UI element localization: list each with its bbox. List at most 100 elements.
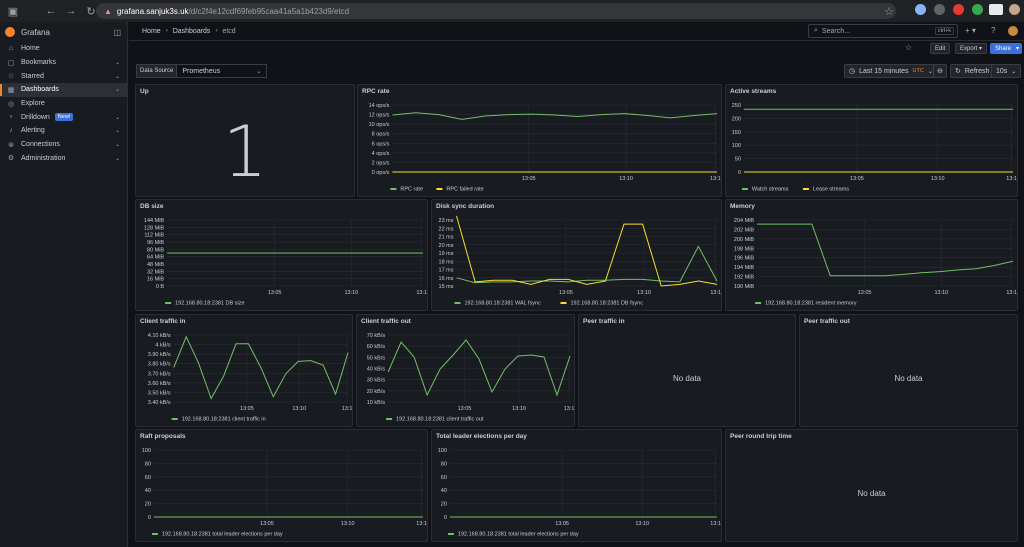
x-tick-label: 13:05 xyxy=(559,290,573,296)
x-tick-label: 13:1 xyxy=(710,290,721,296)
y-tick-label: 10 kB/s xyxy=(367,400,386,406)
sidebar-item-alerting[interactable]: ♪ Alerting ⌄ xyxy=(0,124,127,138)
vpn-icon[interactable] xyxy=(989,4,1003,15)
chevron-down-icon[interactable]: ⌄ xyxy=(114,60,120,67)
y-tick-label: 22 ms xyxy=(439,226,454,232)
dock-menu-icon[interactable]: ◫ xyxy=(113,27,121,37)
forward-arrow-icon[interactable]: → xyxy=(65,5,77,17)
chevron-down-icon[interactable]: ⌄ xyxy=(114,73,120,80)
search-input[interactable]: ⌕ Search... ctrl+k xyxy=(808,24,958,38)
y-tick-label: 60 xyxy=(145,475,151,481)
refresh-interval-select[interactable]: 10s ⌄ xyxy=(991,64,1022,78)
sidebar-item-home[interactable]: ⌂ Home xyxy=(0,42,127,56)
chevron-down-icon[interactable]: ⌄ xyxy=(114,87,120,94)
dashboard-toolbar: ☆ Edit Export ▾ Share ▾ xyxy=(129,41,1024,57)
legend-swatch xyxy=(165,302,172,304)
star-icon[interactable]: ☆ xyxy=(905,43,913,52)
breadcrumb-dashboards[interactable]: Dashboards xyxy=(172,27,211,35)
sidebar-item-connections[interactable]: ⊛ Connections ⌄ xyxy=(0,138,127,152)
sidebar-item-label: Drilldown xyxy=(21,113,50,121)
y-tick-label: 50 kB/s xyxy=(367,355,386,361)
panel-peer-in[interactable]: Peer traffic in No data xyxy=(578,314,796,427)
series-line xyxy=(456,215,718,287)
plus-icon[interactable]: + ▾ xyxy=(965,26,976,35)
profile-avatar[interactable] xyxy=(1009,4,1020,15)
x-tick-label: 13:05 xyxy=(555,521,569,527)
bookmark-star-icon[interactable]: ☆ xyxy=(884,5,894,18)
panel-client-out[interactable]: Client traffic out 70 kB/s 60 kB/s 50 kB/s… xyxy=(356,314,575,427)
panel-active-streams[interactable]: Active streams 250 200 150 100 50 0 13:05 13:10… xyxy=(725,84,1018,197)
edit-button[interactable]: Edit xyxy=(930,43,951,54)
datasource-select[interactable]: Prometheus ⌄ xyxy=(177,64,268,78)
y-tick-label: 112 MiB xyxy=(144,233,164,239)
panel-peer-rtt[interactable]: Peer round trip time No data xyxy=(725,429,1018,542)
refresh-button[interactable]: ↻ Refresh xyxy=(950,64,995,78)
y-tick-label: 0 xyxy=(738,170,741,176)
no-data-label: No data xyxy=(672,374,702,383)
sidebar-item-explore[interactable]: ◎ Explore xyxy=(0,97,127,111)
panel-title: Up xyxy=(140,88,149,95)
legend-label: Lease streams xyxy=(813,187,849,193)
y-tick-label: 12 ops/s xyxy=(369,113,390,119)
x-tick-label: 13:1 xyxy=(564,406,575,412)
search-icon: ⌕ xyxy=(814,27,818,34)
chevron-down-icon[interactable]: ⌄ xyxy=(114,114,120,121)
x-tick-label: 13:10 xyxy=(934,290,948,296)
not-secure-icon: ▲ xyxy=(104,6,112,16)
panel-toggle-icon[interactable]: ▣ xyxy=(7,5,19,18)
address-bar[interactable]: ▲ grafana.sanjuk3s.uk/d/c2f4e12cdf69feb9… xyxy=(96,3,896,19)
extension-icon[interactable] xyxy=(953,4,964,15)
sidebar-item-starred[interactable]: ☆ Starred ⌄ xyxy=(0,69,127,83)
time-range-picker[interactable]: ◷ Last 15 minutes UTC ⌄ xyxy=(844,64,938,78)
x-tick-label: 13:10 xyxy=(341,521,355,527)
y-tick-label: 20 kB/s xyxy=(367,389,386,395)
help-icon[interactable]: ? xyxy=(991,26,996,35)
sidebar-item-label: Home xyxy=(21,45,40,53)
y-tick-label: 0 xyxy=(444,515,447,521)
panel-client-in[interactable]: Client traffic in 4.10 kB/s 4 kB/s 3.90 kB… xyxy=(135,314,353,427)
sidebar-item-administration[interactable]: ⚙ Administration ⌄ xyxy=(0,152,127,166)
x-tick-label: 13:1 xyxy=(710,176,721,182)
breadcrumb-home[interactable]: Home xyxy=(142,27,161,35)
extension-icon[interactable] xyxy=(972,4,983,15)
export-button[interactable]: Export ▾ xyxy=(955,43,988,54)
breadcrumb-current: etcd xyxy=(222,27,236,35)
y-tick-label: 8 ops/s xyxy=(372,132,390,138)
panel-title: Peer traffic in xyxy=(583,318,625,325)
panel-rpc-rate[interactable]: RPC rate 14 ops/s 12 ops/s 10 ops/s 8 ops/s… xyxy=(357,84,722,197)
extension-icon[interactable] xyxy=(934,4,945,15)
breadcrumb-chevron-icon: › xyxy=(165,28,168,34)
panel-db-size[interactable]: DB size 144 MiB 128 MiB 112 MiB 96 MiB 80 Mi… xyxy=(135,199,428,311)
y-tick-label: 60 xyxy=(441,475,447,481)
series-line xyxy=(173,335,349,400)
panel-leader-elections[interactable]: Total leader elections per day 100 80 60 40… xyxy=(431,429,722,542)
y-tick-label: 200 xyxy=(732,116,741,122)
chevron-down-icon[interactable]: ⌄ xyxy=(114,142,120,149)
panel-memory[interactable]: Memory 204 MiB 202 MiB 200 MiB 198 MiB 196 M… xyxy=(725,199,1018,311)
user-avatar[interactable] xyxy=(1008,26,1018,36)
legend-swatch xyxy=(755,302,762,304)
y-tick-label: 150 xyxy=(732,130,741,136)
y-tick-label: 3.40 kB/s xyxy=(148,400,171,406)
chevron-down-icon[interactable]: ⌄ xyxy=(114,128,120,135)
y-tick-label: 0 ops/s xyxy=(372,170,390,176)
legend-swatch xyxy=(447,533,454,535)
extension-icon[interactable] xyxy=(915,4,926,15)
panel-title: Total leader elections per day xyxy=(436,433,527,440)
sidebar-item-drilldown[interactable]: ♆ Drilldown New! ⌄ xyxy=(0,110,127,124)
y-tick-label: 6 ops/s xyxy=(372,141,390,147)
y-tick-label: 250 xyxy=(732,103,741,109)
panel-raft-proposals[interactable]: Raft proposals 100 80 60 40 20 0 13:05 13:10 13:… xyxy=(135,429,428,542)
panel-up[interactable]: Up 1 xyxy=(135,84,355,197)
panel-peer-out[interactable]: Peer traffic out No data xyxy=(799,314,1018,427)
x-tick-label: 13:1 xyxy=(1006,176,1017,182)
chevron-down-icon[interactable]: ⌄ xyxy=(114,155,120,162)
panel-disk-sync[interactable]: Disk sync duration 23 ms 22 ms 21 ms 20 ms 1… xyxy=(431,199,722,311)
sidebar-item-bookmarks[interactable]: ▢ Bookmarks ⌄ xyxy=(0,56,127,70)
back-arrow-icon[interactable]: ← xyxy=(45,5,57,17)
sidebar-item-dashboards[interactable]: ▦ Dashboards ⌄ xyxy=(0,83,127,97)
reload-icon[interactable]: ↻ xyxy=(86,5,96,18)
legend-label: 192.168.80.18:2381 WAL fsync xyxy=(465,301,542,307)
share-menu-icon[interactable]: ▾ xyxy=(1013,43,1023,54)
zoom-out-button[interactable]: ⊖ xyxy=(933,64,947,78)
